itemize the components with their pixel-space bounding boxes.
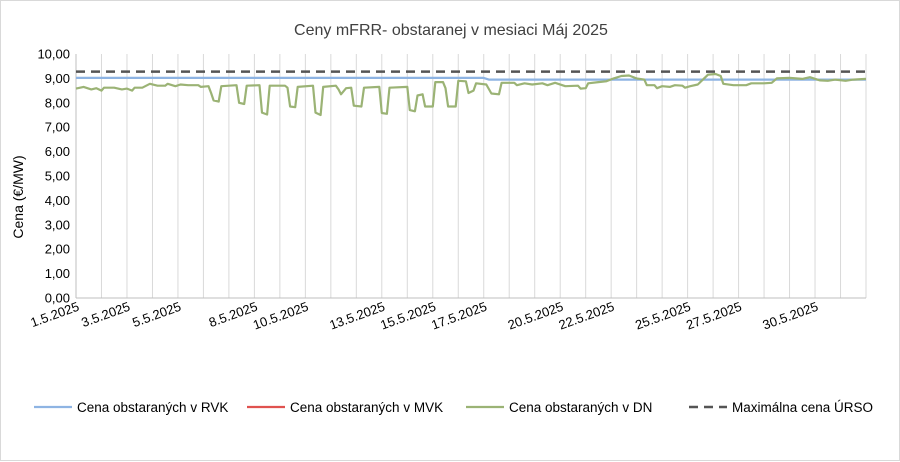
legend: Cena obstaraných v RVK Cena obstaraných v… xyxy=(34,400,873,415)
y-tick-label: 2,00 xyxy=(45,242,70,257)
x-tick-label: 17.5.2025 xyxy=(429,299,488,333)
y-tick-label: 5,00 xyxy=(45,169,70,184)
y-axis-label: Cena (€/MW) xyxy=(10,155,26,238)
x-tick-label: 10.5.2025 xyxy=(251,299,310,333)
y-tick-label: 4,00 xyxy=(45,193,70,208)
legend-entry-label: Cena obstaraných v MVK xyxy=(290,400,443,415)
series-line xyxy=(76,76,866,81)
series-lines xyxy=(75,70,867,117)
axes xyxy=(75,54,866,299)
x-tick-label: 30.5.2025 xyxy=(761,299,820,333)
y-tick-label: 10,00 xyxy=(37,47,70,62)
legend-entry-label: Maximálna cena ÚRSO xyxy=(732,400,873,415)
chart-title: Ceny mFRR- obstaranej v mesiaci Máj 2025 xyxy=(294,22,608,39)
x-tick-label: 13.5.2025 xyxy=(327,299,386,333)
y-tick-label: 7,00 xyxy=(45,120,70,135)
y-tick-label: 8,00 xyxy=(45,95,70,110)
x-tick-label: 5.5.2025 xyxy=(130,299,183,330)
x-tick-label: 3.5.2025 xyxy=(79,299,132,330)
series-line xyxy=(75,72,867,117)
y-tick-label: 3,00 xyxy=(45,217,70,232)
x-tick-label: 22.5.2025 xyxy=(557,299,616,333)
y-tick-label: 0,00 xyxy=(45,291,70,306)
x-tick-label: 27.5.2025 xyxy=(684,299,743,333)
legend-entry-label: Cena obstaraných v RVK xyxy=(77,400,228,415)
y-tick-label: 9,00 xyxy=(45,71,70,86)
legend-entry-label: Cena obstaraných v DN xyxy=(509,400,652,415)
grid-lines xyxy=(100,54,867,298)
y-tick-label: 1,00 xyxy=(45,266,70,281)
x-tick-label: 8.5.2025 xyxy=(207,299,260,330)
y-tick-label: 6,00 xyxy=(45,144,70,159)
x-tick-label: 15.5.2025 xyxy=(378,299,437,333)
y-tick-labels: 0,00 1,00 2,00 3,00 4,00 5,00 6,00 7,00 8,00 9,00… xyxy=(37,47,70,306)
x-tick-label: 25.5.2025 xyxy=(633,299,692,333)
x-tick-label: 20.5.2025 xyxy=(506,299,565,333)
